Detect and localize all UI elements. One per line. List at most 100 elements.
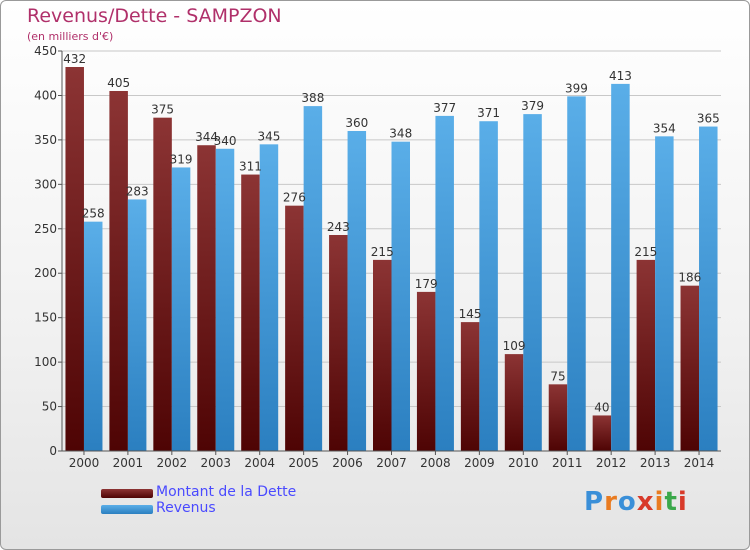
tick-label-y-100: 100 <box>34 355 57 369</box>
data-label-revenus-2008: 377 <box>433 101 456 115</box>
tick-label-x-2014: 2014 <box>684 456 715 470</box>
proxiti-letter: x <box>636 487 655 517</box>
tick-label-y-250: 250 <box>34 222 57 236</box>
data-label-revenus-2014: 365 <box>697 112 720 126</box>
tick-label-y-350: 350 <box>34 133 57 147</box>
data-label-revenus-2002: 319 <box>170 152 193 166</box>
chart-title: Revenus/Dette - SAMPZON <box>27 5 282 27</box>
bar-revenus-2007 <box>391 141 410 451</box>
tick-label-x-2000: 2000 <box>69 456 100 470</box>
data-label-revenus-2009: 371 <box>477 106 500 120</box>
proxiti-letter: P <box>584 487 605 517</box>
tick-label-x-2012: 2012 <box>596 456 627 470</box>
bar-debt-2013 <box>636 259 656 451</box>
bar-debt-2005 <box>285 205 304 451</box>
data-label-debt-2012: 40 <box>594 400 609 414</box>
bar-debt-2008 <box>416 291 436 451</box>
bar-revenus-2010 <box>523 114 542 451</box>
tick-label-x-2013: 2013 <box>640 456 671 470</box>
tick-label-x-2007: 2007 <box>376 456 407 470</box>
data-label-revenus-2007: 348 <box>389 127 412 141</box>
data-label-revenus-2012: 413 <box>609 69 632 83</box>
data-label-revenus-2011: 399 <box>565 81 588 95</box>
tick-label-x-2004: 2004 <box>244 456 275 470</box>
bar-revenus-2001 <box>127 199 147 451</box>
data-label-revenus-2000: 258 <box>82 207 105 221</box>
bar-debt-2009 <box>460 322 480 451</box>
bar-revenus-2002 <box>171 167 191 451</box>
tick-label-y-150: 150 <box>34 311 57 325</box>
bar-revenus-2012 <box>611 83 630 451</box>
tick-label-x-2009: 2009 <box>464 456 495 470</box>
chart-subtitle: (en milliers d'€) <box>27 30 114 43</box>
bar-debt-2000 <box>65 67 84 451</box>
tick-label-x-2002: 2002 <box>157 456 188 470</box>
data-label-revenus-2013: 354 <box>653 121 676 135</box>
proxiti-letter: i <box>677 487 688 517</box>
bar-debt-2011 <box>548 384 568 451</box>
tick-label-x-2011: 2011 <box>552 456 583 470</box>
tick-label-y-450: 450 <box>34 44 57 58</box>
data-label-debt-2000: 432 <box>63 52 86 66</box>
bar-debt-2010 <box>504 354 524 451</box>
data-label-debt-2010: 109 <box>503 339 526 353</box>
bar-debt-2014 <box>680 285 700 451</box>
bar-revenus-2004 <box>259 144 279 452</box>
data-label-debt-2008: 179 <box>415 277 438 291</box>
bar-revenus-2011 <box>567 96 586 451</box>
tick-label-x-2003: 2003 <box>200 456 231 470</box>
bar-debt-2006 <box>329 235 348 451</box>
proxiti-letter: i <box>654 487 665 517</box>
tick-label-x-2010: 2010 <box>508 456 539 470</box>
bar-debt-2004 <box>241 174 260 452</box>
data-label-debt-2013: 215 <box>634 245 657 259</box>
data-label-debt-2006: 243 <box>327 220 350 234</box>
tick-label-x-2008: 2008 <box>420 456 451 470</box>
data-label-debt-2007: 215 <box>371 245 394 259</box>
tick-label-x-2005: 2005 <box>288 456 319 470</box>
data-label-revenus-2003: 340 <box>214 134 237 148</box>
bar-debt-2001 <box>109 91 128 451</box>
bar-revenus-2008 <box>435 115 454 451</box>
data-label-debt-2001: 405 <box>107 76 130 90</box>
legend-swatch-debt <box>101 489 153 498</box>
bar-revenus-2006 <box>347 131 367 451</box>
data-label-debt-2004: 311 <box>239 160 262 174</box>
bars <box>65 67 718 452</box>
axes: 0 50 100 150 200 250 300 350 400 450 2000 2001 2002 2… <box>34 44 721 470</box>
data-label-debt-2014: 186 <box>678 271 701 285</box>
legend-swatch-revenus <box>101 505 153 514</box>
tick-label-x-2001: 2001 <box>113 456 144 470</box>
bar-revenus-2014 <box>699 126 718 452</box>
tick-label-y-400: 400 <box>34 88 57 102</box>
legend-label-revenus: Revenus <box>156 500 216 516</box>
data-label-debt-2002: 375 <box>151 103 174 117</box>
data-label-revenus-2001: 283 <box>126 184 149 198</box>
bar-revenus-2003 <box>215 148 235 451</box>
bar-debt-2012 <box>592 415 612 451</box>
data-label-debt-2003: 344 <box>195 130 218 144</box>
tick-label-y-300: 300 <box>34 177 57 191</box>
data-label-debt-2005: 276 <box>283 191 306 205</box>
tick-label-y-0: 0 <box>49 444 57 458</box>
bar-debt-2002 <box>153 117 172 452</box>
data-label-revenus-2005: 388 <box>301 91 324 105</box>
proxiti-letter: t <box>664 487 678 517</box>
bar-revenus-2009 <box>479 121 498 451</box>
data-label-revenus-2004: 345 <box>257 129 280 143</box>
legend-label-debt: Montant de la Dette <box>156 484 297 500</box>
proxiti-letter: o <box>617 487 637 517</box>
tick-label-x-2006: 2006 <box>332 456 363 470</box>
tick-label-y-50: 50 <box>42 400 57 414</box>
bar-debt-2003 <box>197 145 216 451</box>
bar-revenus-2013 <box>655 136 674 452</box>
data-label-revenus-2010: 379 <box>521 99 544 113</box>
data-label-revenus-2006: 360 <box>345 116 368 130</box>
bar-revenus-2005 <box>303 106 323 451</box>
bar-revenus-2000 <box>83 221 103 451</box>
data-label-debt-2009: 145 <box>459 307 482 321</box>
data-label-debt-2011: 75 <box>550 369 565 383</box>
